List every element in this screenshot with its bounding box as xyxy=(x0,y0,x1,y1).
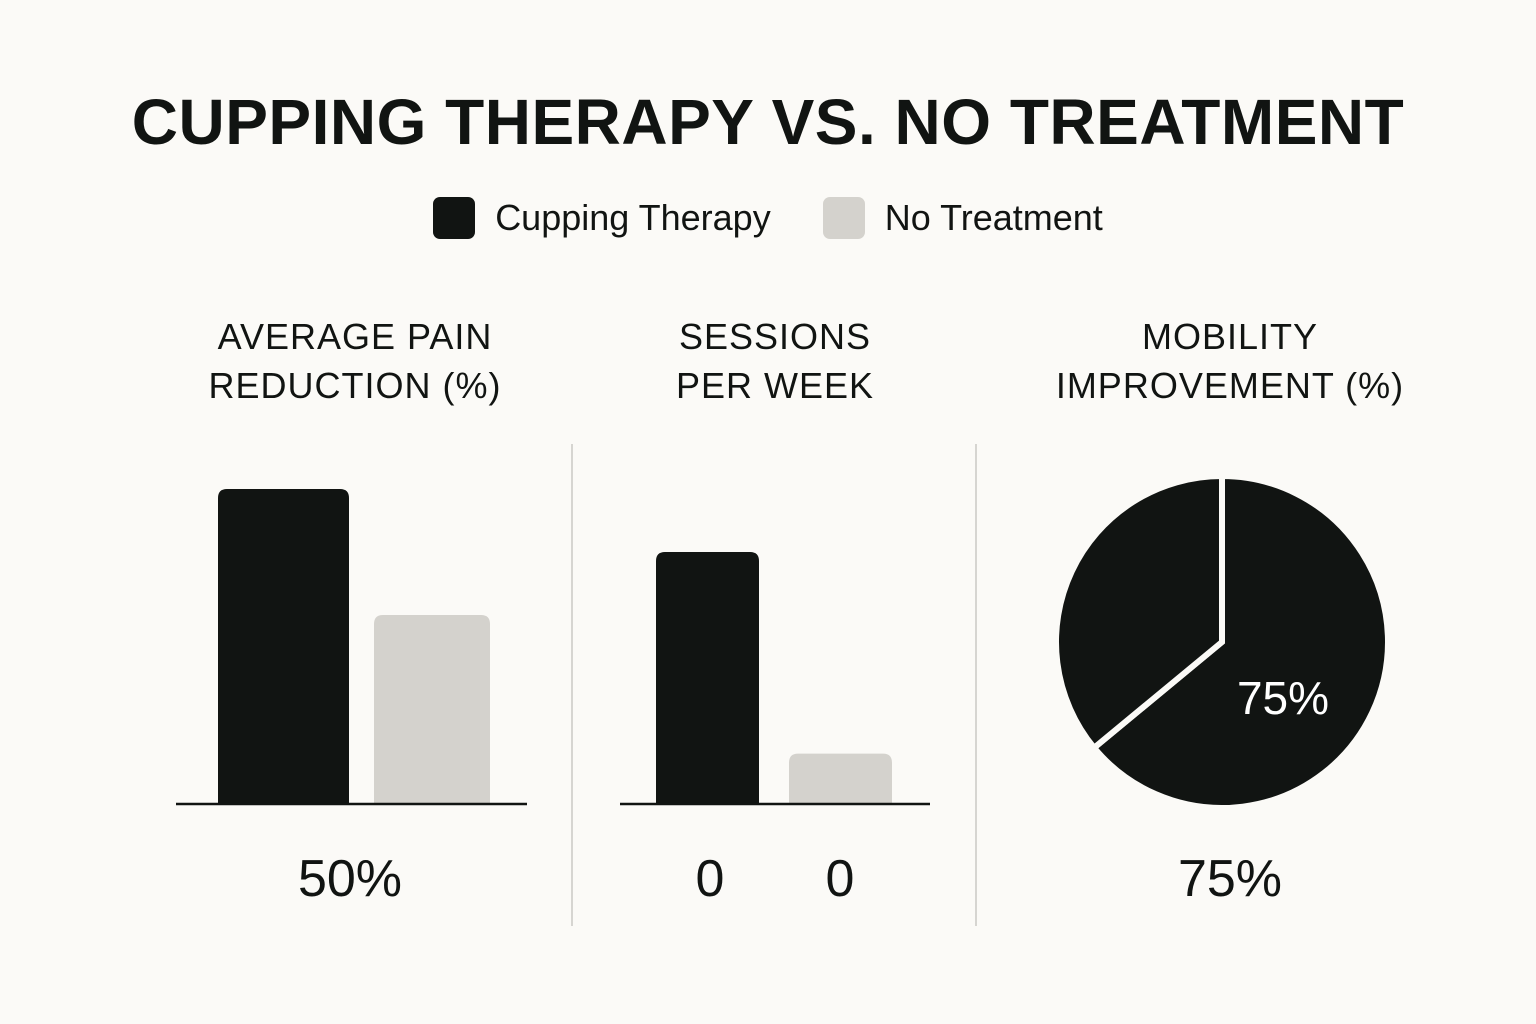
mobility-value-label: 75% xyxy=(1177,850,1283,908)
panel-title-mobility-line1: MOBILITY xyxy=(1141,316,1319,357)
mobility-pie-label: 75% xyxy=(1237,672,1329,724)
legend: Cupping Therapy No Treatment xyxy=(0,196,1536,240)
legend-swatch-no-treatment xyxy=(822,197,865,239)
panel-divider-1 xyxy=(571,444,573,926)
sessions-value-label-cupping: 0 xyxy=(695,850,725,908)
sessions-value-label-no-treatment: 0 xyxy=(825,850,855,908)
panel-title-pain: AVERAGE PAIN REDUCTION (%) xyxy=(185,312,525,410)
pain-value-label: 50% xyxy=(297,850,403,908)
panel-title-sessions-line2: PER WEEK xyxy=(675,365,875,406)
panel-title-mobility-line2: IMPROVEMENT (%) xyxy=(1055,365,1405,406)
legend-label-no-treatment: No Treatment xyxy=(884,197,1103,238)
panel-title-sessions: SESSIONS PER WEEK xyxy=(620,312,930,410)
mobility-pie-slice-cupping xyxy=(1089,472,1391,811)
panel-title-pain-line1: AVERAGE PAIN xyxy=(217,316,493,357)
legend-item-cupping: Cupping Therapy xyxy=(433,196,771,240)
pain-bar-no-treatment xyxy=(374,615,490,804)
legend-item-no-treatment: No Treatment xyxy=(822,196,1103,240)
panel-title-sessions-line1: SESSIONS xyxy=(678,316,872,357)
pain-bar-cupping xyxy=(218,489,349,804)
panel-divider-2 xyxy=(975,444,977,926)
sessions-bar-no-treatment xyxy=(789,753,892,804)
sessions-bar-cupping xyxy=(656,552,759,804)
legend-swatch-cupping xyxy=(433,197,476,239)
legend-label-cupping: Cupping Therapy xyxy=(495,197,771,238)
panel-title-pain-line2: REDUCTION (%) xyxy=(208,365,502,406)
mobility-pie-slice-no-treatment xyxy=(1053,472,1225,753)
panel-title-mobility: MOBILITY IMPROVEMENT (%) xyxy=(1030,312,1430,410)
chart-title: CUPPING THERAPY VS. NO TREATMENT xyxy=(131,86,1405,158)
